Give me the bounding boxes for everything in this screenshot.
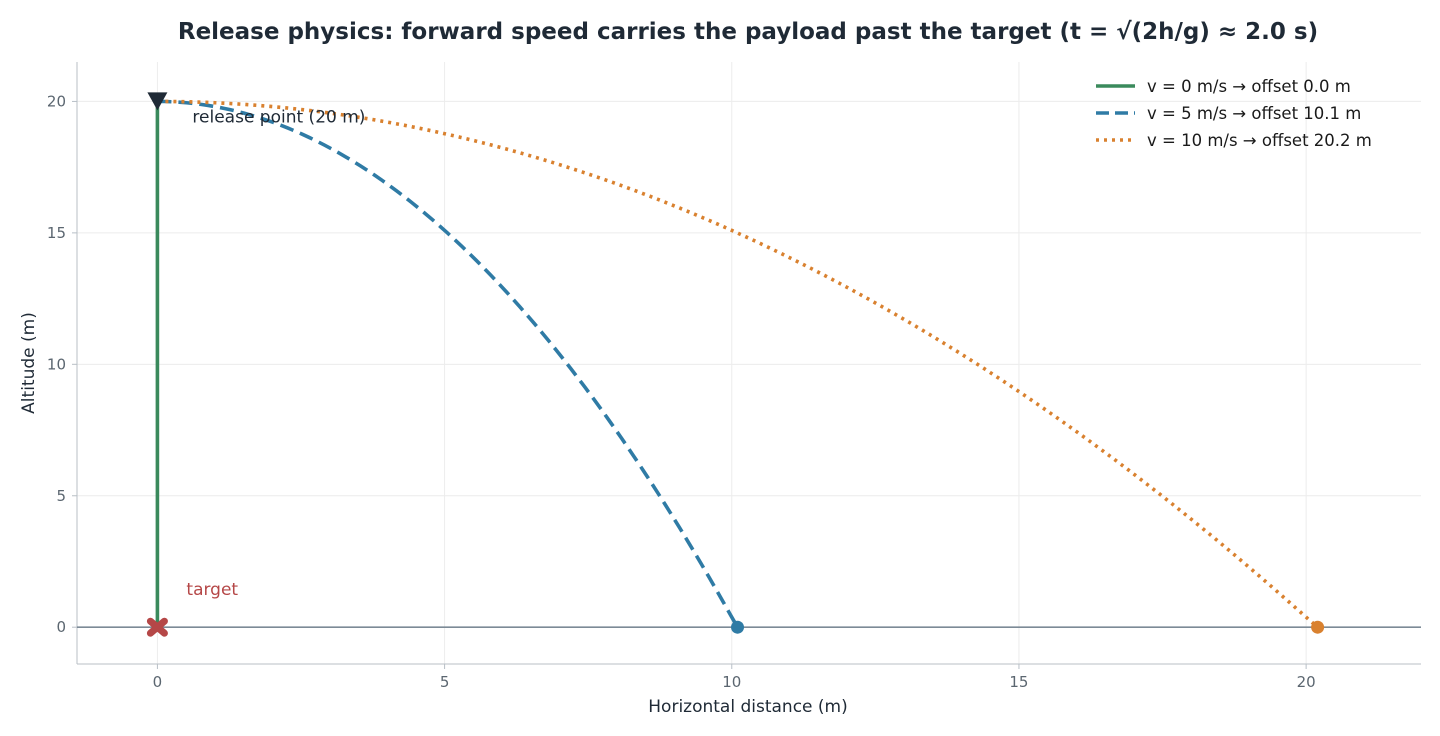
x-tick-label: 5 bbox=[440, 673, 450, 691]
y-tick-label: 15 bbox=[47, 224, 66, 242]
legend: v = 0 m/s → offset 0.0 m v = 5 m/s → offs… bbox=[1096, 77, 1372, 150]
trajectory-series-3 bbox=[157, 99, 1319, 629]
annotations: release point (20 m) target bbox=[186, 107, 365, 600]
landing-point-series-2 bbox=[731, 620, 745, 634]
trajectory-series-2 bbox=[157, 99, 740, 629]
x-axis-label: Horizontal distance (m) bbox=[648, 697, 847, 717]
target-marker bbox=[146, 617, 168, 637]
y-tick-label: 10 bbox=[47, 355, 66, 373]
x-tick-label: 0 bbox=[153, 673, 163, 691]
chart-title: Release physics: forward speed carries t… bbox=[178, 19, 1318, 45]
axes: 0 5 10 15 20 0 5 10 15 20 bbox=[47, 62, 1421, 691]
y-axis-label: Altitude (m) bbox=[19, 312, 39, 414]
landing-point-series-3 bbox=[1311, 620, 1325, 634]
x-tick-label: 15 bbox=[1009, 673, 1028, 691]
release-point-marker bbox=[147, 92, 168, 111]
x-tick-label: 20 bbox=[1297, 673, 1316, 691]
grid bbox=[77, 62, 1421, 664]
legend-entry-series-2: v = 5 m/s → offset 10.1 m bbox=[1147, 104, 1361, 123]
markers bbox=[146, 92, 1325, 637]
y-tick-label: 20 bbox=[47, 92, 66, 110]
target-label: target bbox=[186, 580, 238, 600]
legend-entry-series-3: v = 10 m/s → offset 20.2 m bbox=[1147, 131, 1372, 150]
legend-entry-series-1: v = 0 m/s → offset 0.0 m bbox=[1147, 77, 1351, 96]
y-tick-label: 0 bbox=[56, 618, 66, 636]
release-point-label: release point (20 m) bbox=[192, 107, 365, 127]
x-tick-label: 10 bbox=[722, 673, 741, 691]
y-tick-label: 5 bbox=[56, 487, 66, 505]
series-layer bbox=[155, 99, 1319, 629]
